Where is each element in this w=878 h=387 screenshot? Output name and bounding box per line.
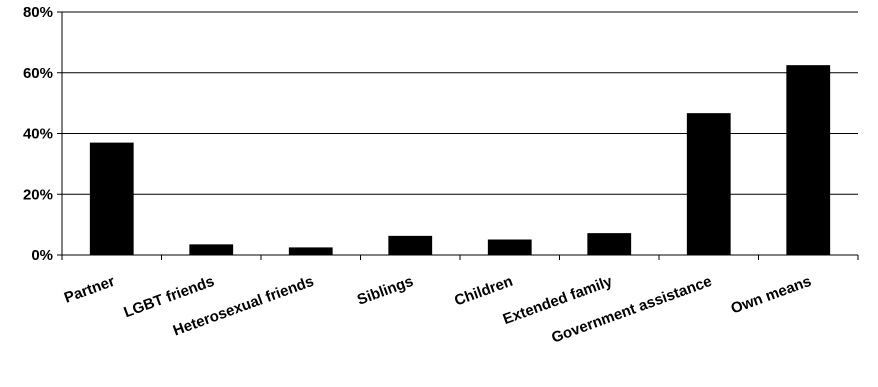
y-axis-tick-labels: 0% 20% 40% 60% 80% — [23, 4, 53, 264]
bar-own-means — [786, 65, 831, 255]
bar-government-assistance — [686, 113, 731, 256]
x-label-partner: Partner — [62, 273, 117, 307]
bar-children — [487, 239, 532, 255]
x-label-siblings: Siblings — [355, 273, 416, 309]
y-tick-label-20: 20% — [23, 186, 53, 203]
y-tick-label-80: 80% — [23, 4, 53, 21]
y-tick-label-0: 0% — [31, 247, 53, 264]
x-label-government-assistance: Government assistance — [549, 273, 714, 347]
x-label-own-means: Own means — [729, 273, 814, 318]
bar-heterosexual-friends — [288, 247, 333, 255]
axes — [57, 11, 859, 260]
x-label-children: Children — [452, 273, 515, 310]
y-tick-label-60: 60% — [23, 65, 53, 82]
bar-siblings — [388, 235, 433, 255]
bar-lgbt-friends — [189, 244, 234, 255]
bars — [89, 65, 831, 256]
bar-partner — [89, 142, 134, 255]
y-tick-label-40: 40% — [23, 126, 53, 143]
gridlines — [62, 11, 858, 195]
bar-extended-family — [587, 233, 632, 255]
